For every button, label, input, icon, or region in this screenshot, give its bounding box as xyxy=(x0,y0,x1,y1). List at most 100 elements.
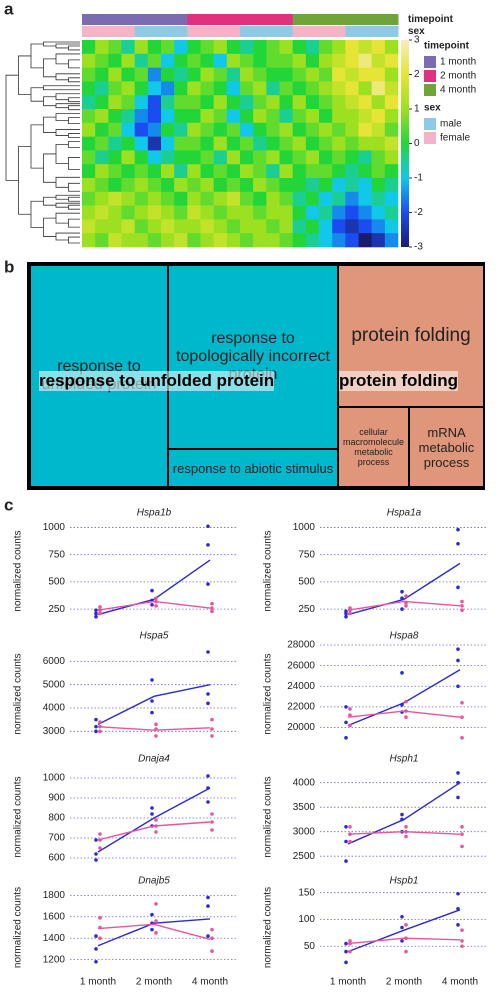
annotation-cell xyxy=(384,14,399,25)
heat-cell xyxy=(253,122,267,137)
y-tick-label: 3500 xyxy=(293,802,316,813)
heat-cell xyxy=(279,164,293,179)
data-point xyxy=(400,939,404,943)
data-point xyxy=(404,594,408,598)
dendrogram xyxy=(30,124,44,169)
heat-cell xyxy=(121,150,135,165)
heat-cell xyxy=(147,122,162,137)
data-point xyxy=(344,736,348,740)
heat-cell xyxy=(147,40,162,55)
annotation-cell xyxy=(213,26,228,37)
dendrogram xyxy=(68,141,80,148)
heat-cell xyxy=(226,219,241,234)
heat-cell xyxy=(108,81,122,96)
heat-cell xyxy=(305,178,320,193)
panel-label: a xyxy=(4,0,14,18)
heat-cell xyxy=(332,178,346,193)
heat-cell xyxy=(82,233,96,248)
y-tick-label: 4000 xyxy=(43,703,66,714)
data-point xyxy=(460,844,464,849)
data-point xyxy=(348,839,352,844)
heat-cell xyxy=(279,219,293,234)
y-tick-label: 1600 xyxy=(43,911,66,922)
heat-cell xyxy=(147,53,162,68)
heat-cell xyxy=(253,219,267,234)
y-tick-label: 500 xyxy=(48,577,65,588)
heat-cell xyxy=(174,40,188,55)
data-point xyxy=(98,916,102,920)
heat-cell xyxy=(174,164,188,179)
mean-line xyxy=(97,821,211,841)
data-point xyxy=(206,650,210,654)
annotation-cell xyxy=(319,14,333,25)
y-axis-label: normalized counts xyxy=(263,887,274,968)
heat-cell xyxy=(200,95,214,110)
heat-cell xyxy=(292,178,307,193)
heat-cell xyxy=(358,81,372,96)
heat-cell xyxy=(121,164,135,179)
x-tick-label: 2 month xyxy=(136,977,172,988)
heat-cell xyxy=(82,122,96,137)
heat-cell xyxy=(200,53,214,68)
heat-cell xyxy=(95,178,109,193)
heat-cell xyxy=(174,67,188,82)
heat-cell xyxy=(134,164,149,179)
data-point xyxy=(94,838,98,842)
dendrogram xyxy=(68,218,80,228)
heat-cell xyxy=(147,109,162,124)
heat-cell xyxy=(358,95,372,110)
heat-cell xyxy=(147,233,162,248)
dendrogram xyxy=(68,59,80,69)
heat-cell xyxy=(200,178,214,193)
heat-cell xyxy=(200,150,214,165)
heat-cell xyxy=(358,164,372,179)
heat-cell xyxy=(253,109,267,124)
heat-cell xyxy=(253,40,267,55)
heat-cell xyxy=(305,219,320,234)
heat-cell xyxy=(253,178,267,193)
heat-cell xyxy=(121,81,135,96)
dendrogram xyxy=(43,153,56,183)
annotation-label: sex xyxy=(408,26,425,37)
heat-cell xyxy=(82,109,96,124)
annotation-cell xyxy=(108,26,122,37)
heat-cell xyxy=(174,178,188,193)
data-point xyxy=(456,891,460,896)
y-tick-label: 24000 xyxy=(287,681,315,692)
heat-cell xyxy=(253,67,267,82)
y-tick-label: 1000 xyxy=(43,773,66,784)
annotation-cell xyxy=(345,14,359,25)
heat-cell xyxy=(384,205,399,220)
panel-label: b xyxy=(4,257,14,276)
heat-cell xyxy=(371,233,386,248)
heat-cell xyxy=(200,109,214,124)
annotation-cell xyxy=(371,14,386,25)
dendrogram xyxy=(43,96,56,107)
dendrogram xyxy=(68,133,80,138)
data-point xyxy=(98,936,102,941)
data-point xyxy=(94,858,98,862)
data-point xyxy=(344,614,348,619)
heat-cell xyxy=(266,178,280,193)
data-point xyxy=(94,717,98,722)
heat-cell xyxy=(253,233,267,248)
data-point xyxy=(210,734,214,738)
heat-cell xyxy=(134,81,149,96)
heat-cell xyxy=(108,40,122,55)
heat-cell xyxy=(95,109,109,124)
data-point xyxy=(344,825,348,829)
data-point xyxy=(98,720,102,724)
legend-title: sex xyxy=(424,103,441,114)
data-point xyxy=(206,701,210,706)
heat-cell xyxy=(161,67,175,82)
data-point xyxy=(94,608,98,612)
heat-cell xyxy=(371,191,386,206)
chart-title: Hspa1a xyxy=(387,508,422,519)
y-tick-label: 28000 xyxy=(287,640,315,651)
heat-cell xyxy=(187,219,201,234)
heat-cell xyxy=(213,233,228,248)
heat-cell xyxy=(292,150,307,165)
heat-cell xyxy=(332,53,346,68)
annotation-cell xyxy=(253,26,267,37)
heat-cell xyxy=(384,233,399,248)
